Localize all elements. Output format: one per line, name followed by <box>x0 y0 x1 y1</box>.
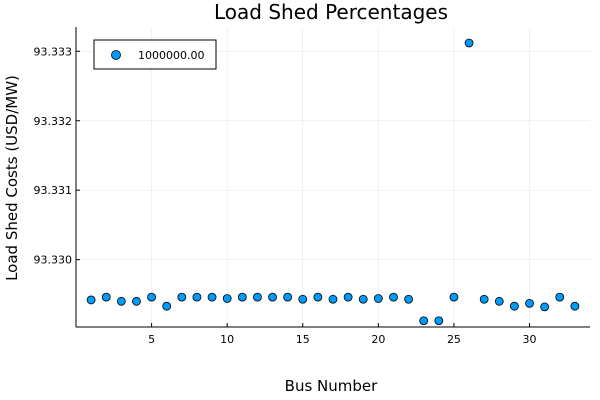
data-point <box>116 296 126 306</box>
data-point <box>358 294 368 304</box>
data-point <box>464 38 474 48</box>
x-tick-label: 5 <box>148 333 155 346</box>
data-point <box>313 292 323 302</box>
y-tick-label: 93.333 <box>34 45 73 58</box>
y-tick-label: 93.332 <box>34 115 73 128</box>
data-point <box>328 294 338 304</box>
x-axis-label: Bus Number <box>285 377 378 395</box>
data-point <box>479 294 489 304</box>
x-tick-label: 15 <box>296 333 310 346</box>
data-point <box>86 295 96 305</box>
legend-label: 1000000.00 <box>138 49 204 62</box>
x-tick-label: 10 <box>220 333 234 346</box>
y-axis-label: Load Shed Costs (USD/MW) <box>3 75 21 281</box>
legend: 1000000.00 <box>93 39 217 70</box>
data-point <box>404 294 413 304</box>
x-tick-label: 20 <box>371 333 385 346</box>
x-tick-label: 30 <box>523 333 537 346</box>
data-point <box>343 292 353 302</box>
data-point <box>434 316 444 326</box>
legend-marker <box>111 50 121 60</box>
y-tick-label: 93.331 <box>34 184 73 197</box>
data-point <box>177 292 187 302</box>
data-point <box>268 292 277 302</box>
data-point <box>555 292 565 302</box>
data-point <box>373 294 383 303</box>
data-point <box>222 294 232 303</box>
data-points <box>86 38 580 326</box>
data-point <box>540 302 550 312</box>
data-point <box>525 298 534 308</box>
data-point <box>449 292 459 302</box>
data-point <box>162 301 172 311</box>
data-point <box>298 294 308 304</box>
chart-title: Load Shed Percentages <box>214 0 448 24</box>
data-point <box>132 296 141 306</box>
data-point <box>253 292 262 302</box>
data-point <box>510 301 519 311</box>
data-point <box>389 292 398 302</box>
data-point <box>147 292 156 302</box>
data-point <box>207 292 217 302</box>
data-point <box>237 292 247 302</box>
x-tick-label: 25 <box>447 333 461 346</box>
data-point <box>494 296 504 306</box>
data-point <box>419 316 429 326</box>
axis-ticks: 5 10 15 20 25 30 93.330 93.331 93.332 93.333 <box>34 45 537 346</box>
data-point <box>101 292 111 302</box>
grid <box>76 27 590 327</box>
data-point <box>192 292 202 302</box>
data-point <box>283 292 293 302</box>
data-point <box>570 301 580 311</box>
y-tick-label: 93.330 <box>34 254 73 267</box>
legend-box <box>93 39 217 70</box>
